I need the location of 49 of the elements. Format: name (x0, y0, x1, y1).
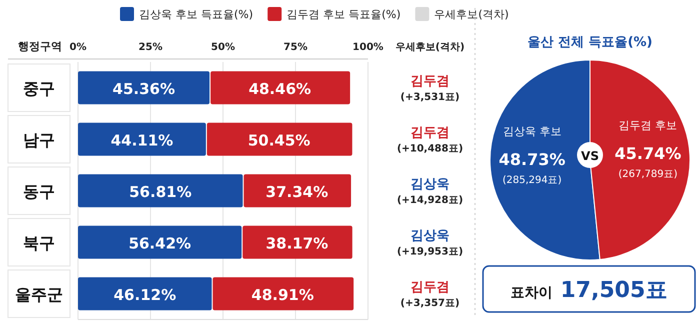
text: 김상욱 (+19,953표) (396, 228, 464, 258)
x-tick-label: 75% (284, 42, 308, 53)
data-label: 48.46% (248, 80, 312, 98)
data-label: 38.17% (266, 234, 328, 252)
text: 김상욱 (+14,928표) (396, 176, 464, 206)
bar (78, 174, 243, 208)
legend-label: 김상욱 후보 득표율(%) (139, 8, 254, 21)
y-tick-label: 북구 (23, 233, 55, 252)
bar (212, 277, 354, 310)
text: 김두겸 (+3,531표) (400, 74, 460, 103)
x-tick-label: 25% (138, 42, 162, 53)
bar (78, 226, 242, 259)
data-label: 45.74% (614, 144, 682, 164)
y-tick-label: 남구 (23, 130, 55, 150)
bar (78, 277, 212, 310)
slice-label: 김두겸 후보 (618, 119, 678, 132)
x-tick-label: 50% (211, 42, 235, 53)
text: 표차이 17,505표 (510, 278, 668, 303)
data-label: 50.45% (248, 131, 310, 150)
data-label: 56.42% (128, 234, 192, 252)
bar (242, 226, 352, 259)
data-label: 45.36% (112, 80, 176, 98)
x-tick-label: 0% (70, 42, 86, 53)
bar (78, 122, 206, 156)
data-label: 37.34% (266, 182, 328, 201)
x-tick-label: 100% (352, 42, 384, 53)
y-tick-label: 중구 (23, 78, 55, 98)
y-tick-label: 동구 (23, 182, 55, 201)
text: 김두겸 (+10,488표) (396, 125, 464, 154)
bar (210, 71, 350, 104)
data-label: 48.91% (251, 286, 314, 304)
bar (78, 71, 210, 104)
text: (285,294표) (502, 174, 562, 186)
y-tick-label: 울주군 (15, 284, 63, 304)
data-label: 46.12% (114, 286, 176, 304)
chart-title: 울산 전체 득표율(%) (528, 35, 652, 50)
text: VS (581, 149, 599, 163)
legend-label: 김두겸 후보 득표율(%) (286, 8, 401, 21)
data-label: 48.73% (498, 150, 566, 169)
slice-label: 김상욱 후보 (502, 124, 562, 138)
y-axis-title: 행정구역 (18, 40, 62, 53)
text: 김두겸 (+3,357표) (400, 280, 460, 309)
bar (244, 174, 352, 208)
text: (267,789표) (618, 169, 678, 180)
data-label: 56.81% (129, 182, 192, 201)
text: 우세후보(격차) (434, 8, 509, 21)
text: 우세후보(격차) (395, 42, 465, 53)
bar (206, 122, 352, 156)
data-label: 44.11% (110, 131, 174, 150)
